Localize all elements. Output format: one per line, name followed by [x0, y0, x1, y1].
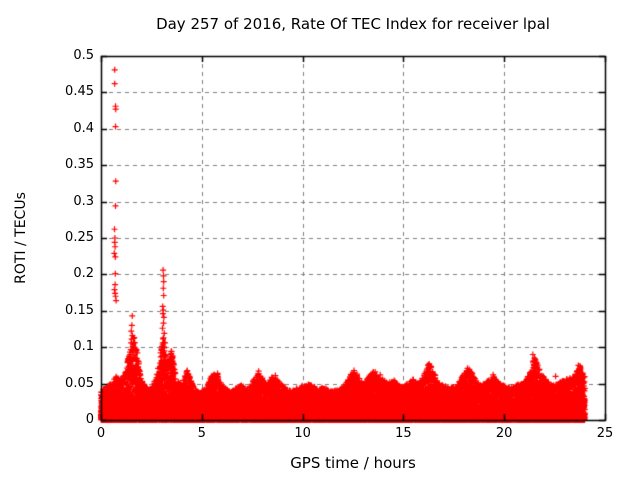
y-tick-label: 0.35	[65, 157, 94, 173]
y-tick-label: 0.4	[73, 120, 94, 136]
y-tick-label: 0.3	[73, 193, 94, 209]
y-tick-label: 0.2	[73, 266, 94, 282]
x-tick-label: 10	[294, 426, 311, 441]
y-tick-label: 0.1	[73, 339, 94, 355]
y-tick-label: 0.45	[65, 84, 94, 100]
y-tick-label: 0.5	[73, 48, 94, 63]
x-tick-label: 25	[596, 426, 614, 441]
y-axis-label: ROTI / TECUs	[13, 192, 29, 284]
y-tick-label: 0.15	[65, 302, 94, 318]
x-tick-label: 20	[495, 426, 513, 441]
x-axis-label: GPS time / hours	[290, 454, 416, 472]
chart-title: Day 257 of 2016, Rate Of TEC Index for r…	[156, 15, 550, 33]
y-tick-label: 0	[85, 412, 94, 427]
x-tick-label: 5	[197, 426, 206, 441]
y-tick-label: 0.25	[65, 230, 94, 245]
x-tick-label: 15	[395, 426, 412, 441]
x-tick-label: 0	[96, 426, 106, 441]
y-tick-label: 0.05	[65, 375, 94, 391]
